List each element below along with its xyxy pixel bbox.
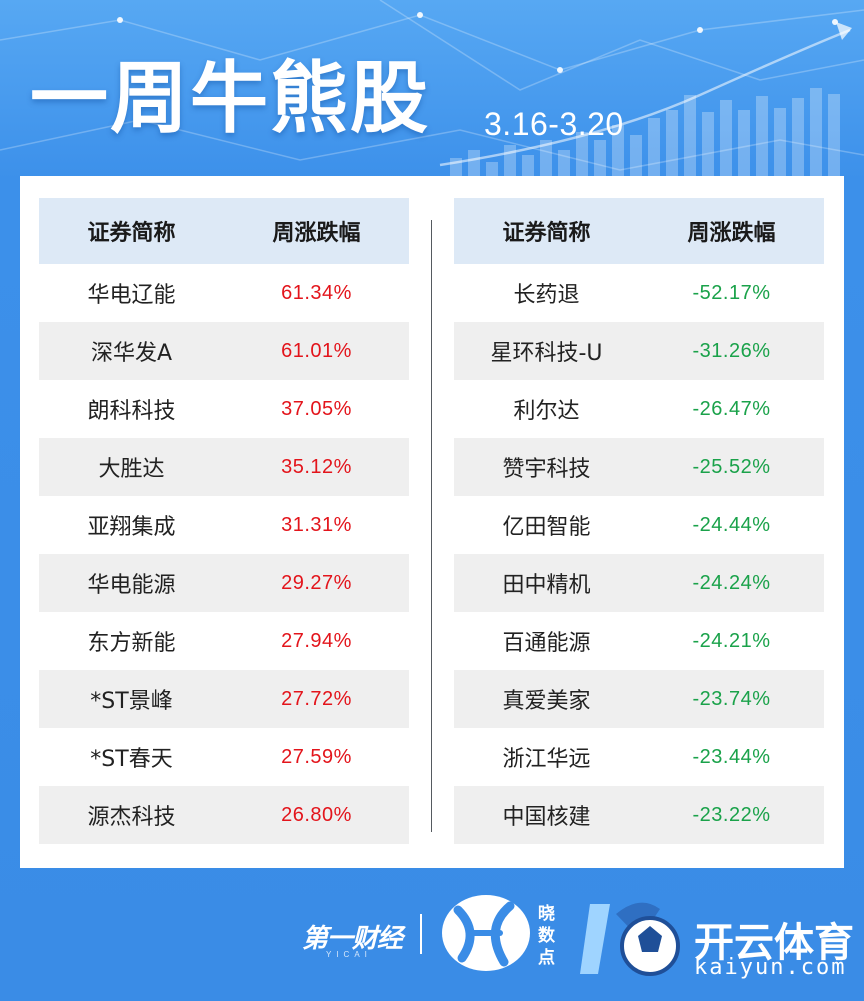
table-row: 赞宇科技 -25.52% <box>454 438 824 496</box>
losers-rows: 长药退 -52.17% 星环科技-U -31.26% 利尔达 -26.47% 赞宇科技 -25… <box>454 264 824 844</box>
column-header-name: 证券简称 <box>502 221 591 246</box>
weekly-change: 31.31% <box>281 513 352 536</box>
weekly-change: -23.44% <box>692 745 771 768</box>
kaiyun-logo-text: 开云体育 <box>694 920 854 966</box>
weekly-change: -31.26% <box>692 339 771 362</box>
table-row: 亚翔集成 31.31% <box>39 496 409 554</box>
table-row: 星环科技-U -31.26% <box>454 322 824 380</box>
weekly-change: -23.22% <box>692 803 771 826</box>
table-row: 中国核建 -23.22% <box>454 786 824 844</box>
table-divider <box>431 220 432 832</box>
stock-name: 真爱美家 <box>502 689 591 714</box>
table-row: 真爱美家 -23.74% <box>454 670 824 728</box>
stock-name: 百通能源 <box>502 631 591 656</box>
weekly-change: -52.17% <box>692 281 771 304</box>
stock-name: 朗科科技 <box>87 399 176 424</box>
weekly-change: -24.24% <box>692 571 771 594</box>
table-row: 亿田智能 -24.44% <box>454 496 824 554</box>
losers-header-row: 证券简称 周涨跌幅 <box>454 198 824 264</box>
table-row: *ST春天 27.59% <box>39 728 409 786</box>
table-row: 源杰科技 26.80% <box>39 786 409 844</box>
stock-name: 浙江华远 <box>502 747 591 772</box>
weekly-change: 61.34% <box>281 281 352 304</box>
yicai-logo: 第一财经 <box>302 924 403 954</box>
stock-name: 长药退 <box>513 283 580 308</box>
weekly-change: 61.01% <box>281 339 352 362</box>
gainers-table: 证券简称 周涨跌幅 华电辽能 61.34% 深华发A 61.01% 朗科科技 37.05%… <box>39 198 409 844</box>
column-header-name: 证券简称 <box>87 221 176 246</box>
kaiyun-url: kaiyun.com <box>694 955 847 980</box>
weekly-change: -26.47% <box>692 397 771 420</box>
table-row: *ST景峰 27.72% <box>39 670 409 728</box>
table-row: 百通能源 -24.21% <box>454 612 824 670</box>
tables-card: 证券简称 周涨跌幅 华电辽能 61.34% 深华发A 61.01% 朗科科技 37.05%… <box>20 176 844 868</box>
table-row: 朗科科技 37.05% <box>39 380 409 438</box>
xiao-logo-text: 晓数点 <box>538 904 555 968</box>
weekly-change: -24.44% <box>692 513 771 536</box>
table-row: 大胜达 35.12% <box>39 438 409 496</box>
table-row: 浙江华远 -23.44% <box>454 728 824 786</box>
page-title: 一周牛熊股 <box>30 54 431 144</box>
kaiyun-logo-icon <box>580 902 680 976</box>
stock-name: 大胜达 <box>98 457 165 482</box>
weekly-change: 27.94% <box>281 629 352 652</box>
gainers-rows: 华电辽能 61.34% 深华发A 61.01% 朗科科技 37.05% 大胜达 35.12% 亚… <box>39 264 409 844</box>
table-row: 华电能源 29.27% <box>39 554 409 612</box>
weekly-change: 35.12% <box>281 455 352 478</box>
stock-name: 亿田智能 <box>502 515 591 540</box>
table-row: 利尔达 -26.47% <box>454 380 824 438</box>
column-header-change: 周涨跌幅 <box>272 221 361 246</box>
weekly-change: -23.74% <box>692 687 771 710</box>
losers-table: 证券简称 周涨跌幅 长药退 -52.17% 星环科技-U -31.26% 利尔达 -26.… <box>454 198 824 844</box>
weekly-change: 29.27% <box>281 571 352 594</box>
table-row: 东方新能 27.94% <box>39 612 409 670</box>
stock-name: 华电辽能 <box>87 283 176 308</box>
stock-name: 赞宇科技 <box>502 457 591 482</box>
weekly-change: 26.80% <box>281 803 352 826</box>
weekly-change: 27.59% <box>281 745 352 768</box>
stock-name: 深华发A <box>90 341 173 366</box>
table-row: 华电辽能 61.34% <box>39 264 409 322</box>
date-range: 3.16-3.20 <box>484 106 624 142</box>
stock-name: *ST景峰 <box>90 689 173 714</box>
stock-name: 亚翔集成 <box>87 515 176 540</box>
stock-name: 中国核建 <box>502 805 591 830</box>
weekly-change: -24.21% <box>692 629 771 652</box>
xiao-logo-icon <box>442 895 530 971</box>
stock-name: 源杰科技 <box>87 805 176 830</box>
logo-separator <box>420 914 422 954</box>
weekly-change: 37.05% <box>281 397 352 420</box>
table-row: 长药退 -52.17% <box>454 264 824 322</box>
weekly-change: -25.52% <box>692 455 771 478</box>
stock-name: 利尔达 <box>513 399 580 424</box>
gainers-header-row: 证券简称 周涨跌幅 <box>39 198 409 264</box>
table-row: 深华发A 61.01% <box>39 322 409 380</box>
stock-name: *ST春天 <box>90 747 173 772</box>
weekly-change: 27.72% <box>281 687 352 710</box>
table-row: 田中精机 -24.24% <box>454 554 824 612</box>
stock-name: 华电能源 <box>87 573 176 598</box>
yicai-logo-sub: YICAI <box>326 950 372 959</box>
column-header-change: 周涨跌幅 <box>687 221 776 246</box>
stock-name: 星环科技-U <box>490 341 603 366</box>
stock-name: 田中精机 <box>502 573 591 598</box>
stock-name: 东方新能 <box>87 631 176 656</box>
